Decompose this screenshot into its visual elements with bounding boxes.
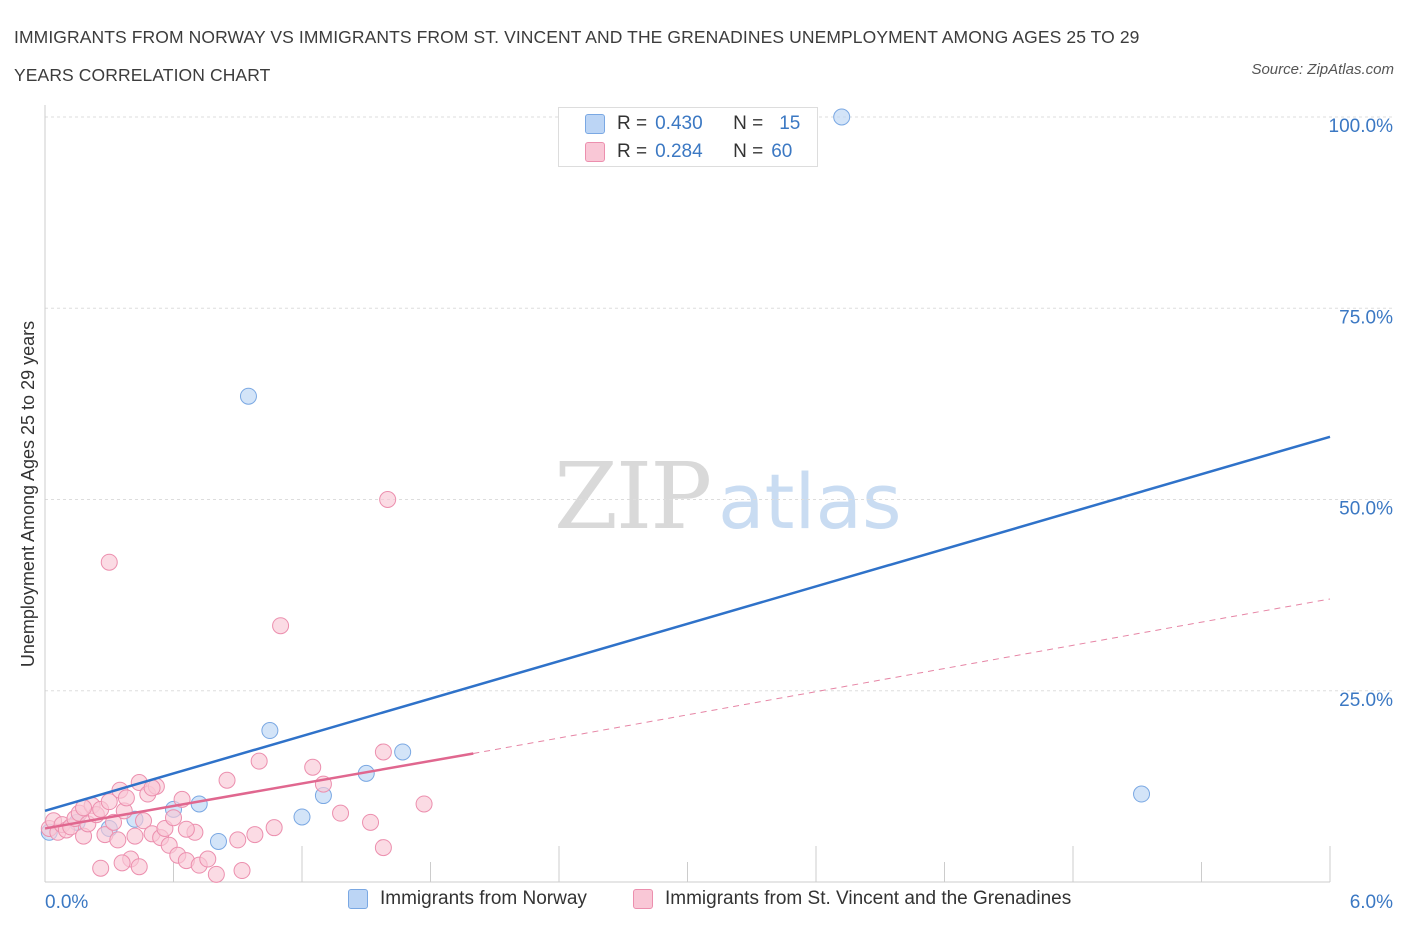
data-point-svg xyxy=(265,819,283,837)
data-point-norway xyxy=(293,808,311,826)
stats-r-value-svg: 0.284 xyxy=(655,141,703,162)
data-point-svg xyxy=(135,812,153,830)
stats-r-label: R = xyxy=(617,113,648,134)
data-point-norway xyxy=(833,108,851,126)
stats-n-label: N = xyxy=(733,113,764,134)
stats-row-svg: R = 0.284 N = 60 xyxy=(585,138,792,166)
data-point-svg xyxy=(304,758,322,776)
stats-r-label: R = xyxy=(617,141,648,162)
data-point-svg xyxy=(109,831,127,849)
stats-row-norway: R = 0.430 N = 15 xyxy=(585,110,800,138)
y-axis-title: Unemployment Among Ages 25 to 29 years xyxy=(18,321,38,667)
legend-swatch-norway xyxy=(348,889,368,909)
data-point-svg xyxy=(374,839,392,857)
legend-label-norway: Immigrants from Norway xyxy=(380,888,587,909)
trendline-norway xyxy=(44,435,1331,813)
data-point-svg xyxy=(374,743,392,761)
data-point-svg xyxy=(415,795,433,813)
data-point-svg xyxy=(165,809,182,827)
y-tick-label: 50.0% xyxy=(1339,499,1393,520)
data-point-svg xyxy=(130,858,148,876)
data-point-norway xyxy=(1133,785,1151,803)
trendline-extension-svg xyxy=(473,598,1331,754)
data-point-norway xyxy=(261,722,279,740)
data-point-svg xyxy=(246,826,264,844)
data-point-svg xyxy=(229,831,247,849)
watermark-atlas: atlas xyxy=(718,457,902,546)
data-point-svg xyxy=(218,771,236,789)
stats-swatch-norway xyxy=(585,114,605,134)
stats-n-label: N = xyxy=(733,141,764,162)
trendline-svg xyxy=(44,752,474,830)
data-point-svg xyxy=(100,793,118,811)
y-tick-label: 25.0% xyxy=(1339,690,1393,711)
legend-label-svg: Immigrants from St. Vincent and the Gren… xyxy=(665,888,1072,909)
data-point-svg xyxy=(362,813,380,831)
legend-item-norway[interactable]: Immigrants from Norway xyxy=(348,888,587,910)
data-point-svg xyxy=(100,553,118,571)
data-point-svg xyxy=(272,617,290,635)
data-point-svg xyxy=(250,752,268,770)
data-point-norway xyxy=(394,743,412,761)
x-tick-label: 0.0% xyxy=(45,892,88,913)
data-point-norway xyxy=(239,387,257,405)
data-point-svg xyxy=(379,491,397,508)
legend-item-svg[interactable]: Immigrants from St. Vincent and the Gren… xyxy=(633,888,1071,910)
source-label: Source: ZipAtlas.com xyxy=(1251,61,1394,78)
watermark-zip: ZIP xyxy=(554,443,710,550)
chart-title: IMMIGRANTS FROM NORWAY VS IMMIGRANTS FRO… xyxy=(14,27,1140,85)
stats-legend: R = 0.430 N = 15 R = 0.284 N = 60 xyxy=(558,107,818,167)
data-point-svg xyxy=(233,862,251,880)
y-tick-label: 100.0% xyxy=(1329,116,1394,137)
stats-r-value-norway: 0.430 xyxy=(655,113,703,134)
data-point-svg xyxy=(126,827,144,845)
data-point-svg xyxy=(199,850,217,868)
x-tick-label: 6.0% xyxy=(1350,892,1393,913)
data-point-svg xyxy=(207,865,225,883)
data-point-svg xyxy=(117,789,135,807)
legend-swatch-svg xyxy=(633,889,653,909)
data-point-svg xyxy=(177,820,195,838)
stats-swatch-svg xyxy=(585,142,605,162)
data-point-norway xyxy=(190,795,208,813)
stats-n-value-norway: 15 xyxy=(779,113,801,134)
bottom-legend: Immigrants from Norway Immigrants from S… xyxy=(0,888,1406,916)
data-point-svg xyxy=(113,854,131,872)
stats-n-value-svg: 60 xyxy=(771,141,793,162)
data-point-norway xyxy=(209,832,227,850)
y-tick-label: 75.0% xyxy=(1339,307,1393,328)
data-point-svg xyxy=(92,859,110,877)
data-point-svg xyxy=(332,804,350,822)
